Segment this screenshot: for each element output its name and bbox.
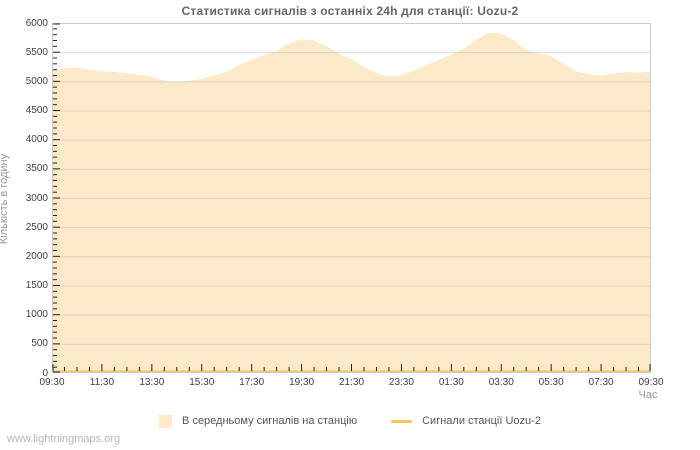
x-tick-label: 09:30 bbox=[39, 377, 65, 388]
x-tick-label: 11:30 bbox=[89, 377, 115, 388]
y-tick-label: 2000 bbox=[25, 250, 48, 262]
legend-label-average: В середньому сигналів на станцію bbox=[182, 415, 358, 427]
y-tick-label: 4500 bbox=[25, 105, 48, 116]
plot-area bbox=[52, 23, 651, 373]
y-tick-label: 5500 bbox=[25, 46, 48, 58]
y-tick-label: 1500 bbox=[25, 280, 48, 291]
y-axis-title: Кількість в годину bbox=[0, 153, 10, 245]
line-swatch-icon bbox=[391, 419, 413, 423]
x-tick-label: 15:30 bbox=[189, 377, 215, 388]
x-axis-title: Час bbox=[638, 389, 658, 401]
x-tick-label: 17:30 bbox=[239, 377, 265, 388]
watermark-link[interactable]: www.lightningmaps.org bbox=[7, 433, 121, 445]
average-signals-area bbox=[52, 32, 651, 373]
y-tick-label: 3000 bbox=[25, 192, 48, 204]
x-tick-label: 19:30 bbox=[289, 377, 315, 388]
x-tick-label: 07:30 bbox=[588, 377, 614, 388]
legend-label-station: Сигнали станції Uozu-2 bbox=[422, 415, 541, 427]
x-tick-label: 13:30 bbox=[139, 377, 165, 388]
legend-item-average: В середньому сигналів на станцію bbox=[159, 414, 358, 428]
legend-item-station: Сигнали станції Uozu-2 bbox=[391, 415, 541, 427]
y-tick-label: 2500 bbox=[25, 221, 48, 233]
x-tick-label: 05:30 bbox=[538, 377, 564, 388]
y-tick-label: 3500 bbox=[25, 163, 48, 175]
y-tick-label: 500 bbox=[31, 338, 48, 350]
x-tick-label: 01:30 bbox=[438, 377, 464, 388]
y-tick-label: 5000 bbox=[25, 75, 48, 87]
y-tick-label: 4000 bbox=[25, 134, 48, 146]
x-tick-label: 09:30 bbox=[638, 377, 664, 388]
x-tick-label: 03:30 bbox=[488, 377, 514, 388]
x-tick-label: 21:30 bbox=[338, 377, 365, 388]
y-tick-label: 1000 bbox=[25, 309, 48, 321]
plot-border bbox=[52, 23, 651, 373]
y-tick-label: 0 bbox=[42, 367, 48, 379]
area-swatch-icon bbox=[159, 414, 173, 428]
chart-title: Статистика сигналів з останніх 24h для с… bbox=[181, 4, 519, 18]
x-tick-label: 23:30 bbox=[388, 377, 414, 388]
y-tick-label: 6000 bbox=[25, 17, 48, 29]
chart-legend: В середньому сигналів на станцію Сигнали… bbox=[0, 411, 700, 431]
